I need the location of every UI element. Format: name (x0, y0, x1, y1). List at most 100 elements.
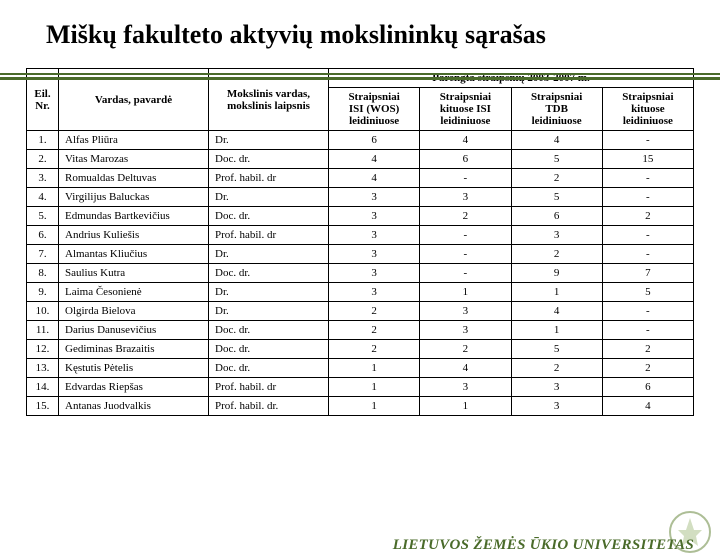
cell-degree: Doc. dr. (209, 207, 329, 226)
cell-value: - (420, 245, 511, 264)
cell-value: 6 (511, 207, 602, 226)
cell-value: 3 (329, 245, 420, 264)
table-row: 1.Alfas PliūraDr.644- (27, 131, 694, 150)
cell-value: 3 (329, 226, 420, 245)
cell-value: 5 (511, 340, 602, 359)
cell-degree: Doc. dr. (209, 150, 329, 169)
cell-value: 1 (329, 359, 420, 378)
cell-nr: 5. (27, 207, 59, 226)
cell-value: - (602, 245, 693, 264)
cell-value: 1 (511, 283, 602, 302)
cell-name: Antanas Juodvalkis (59, 397, 209, 416)
table-row: 13.Kęstutis PėtelisDoc. dr.1422 (27, 359, 694, 378)
table-row: 4.Virgilijus BaluckasDr.335- (27, 188, 694, 207)
cell-name: Saulius Kutra (59, 264, 209, 283)
cell-nr: 8. (27, 264, 59, 283)
cell-value: 6 (602, 378, 693, 397)
cell-value: 5 (511, 188, 602, 207)
cell-value: 6 (420, 150, 511, 169)
cell-value: 3 (329, 264, 420, 283)
table-row: 11.Darius DanusevičiusDoc. dr.231- (27, 321, 694, 340)
page-title: Miškų fakulteto aktyvių mokslininkų sąra… (46, 20, 720, 50)
cell-nr: 15. (27, 397, 59, 416)
cell-value: 3 (329, 207, 420, 226)
cell-name: Edvardas Riepšas (59, 378, 209, 397)
cell-value: 2 (602, 359, 693, 378)
cell-value: 3 (329, 283, 420, 302)
divider (0, 77, 720, 80)
cell-value: 1 (511, 321, 602, 340)
cell-value: 3 (420, 321, 511, 340)
table-row: 9.Laima ČesonienėDr.3115 (27, 283, 694, 302)
cell-degree: Prof. habil. dr (209, 378, 329, 397)
cell-name: Virgilijus Baluckas (59, 188, 209, 207)
cell-degree: Prof. habil. dr (209, 226, 329, 245)
cell-value: 1 (329, 397, 420, 416)
cell-name: Edmundas Bartkevičius (59, 207, 209, 226)
cell-value: 3 (511, 397, 602, 416)
cell-value: 4 (420, 131, 511, 150)
col-isi-wos: Straipsniai ISI (WOS) leidiniuose (329, 88, 420, 131)
cell-nr: 10. (27, 302, 59, 321)
cell-name: Gediminas Brazaitis (59, 340, 209, 359)
cell-nr: 4. (27, 188, 59, 207)
cell-name: Romualdas Deltuvas (59, 169, 209, 188)
cell-value: - (420, 264, 511, 283)
cell-value: - (602, 169, 693, 188)
table-row: 2.Vitas MarozasDoc. dr.46515 (27, 150, 694, 169)
cell-value: 1 (329, 378, 420, 397)
cell-nr: 7. (27, 245, 59, 264)
table-row: 12.Gediminas BrazaitisDoc. dr.2252 (27, 340, 694, 359)
cell-value: 5 (602, 283, 693, 302)
cell-value: 1 (420, 283, 511, 302)
cell-value: - (602, 302, 693, 321)
cell-nr: 11. (27, 321, 59, 340)
cell-value: 2 (511, 245, 602, 264)
cell-value: 9 (511, 264, 602, 283)
cell-value: 4 (329, 150, 420, 169)
cell-degree: Doc. dr. (209, 264, 329, 283)
cell-nr: 6. (27, 226, 59, 245)
cell-name: Kęstutis Pėtelis (59, 359, 209, 378)
table-row: 3.Romualdas DeltuvasProf. habil. dr4-2- (27, 169, 694, 188)
cell-value: 3 (420, 188, 511, 207)
cell-degree: Dr. (209, 188, 329, 207)
col-other: Straipsniai kituose leidiniuose (602, 88, 693, 131)
cell-value: - (602, 131, 693, 150)
cell-degree: Dr. (209, 302, 329, 321)
cell-value: - (602, 226, 693, 245)
cell-nr: 2. (27, 150, 59, 169)
table-row: 10.Olgirda BielovaDr.234- (27, 302, 694, 321)
cell-value: 3 (420, 302, 511, 321)
cell-name: Olgirda Bielova (59, 302, 209, 321)
cell-nr: 9. (27, 283, 59, 302)
cell-value: - (602, 188, 693, 207)
cell-degree: Dr. (209, 245, 329, 264)
cell-value: 2 (329, 340, 420, 359)
cell-value: 2 (602, 207, 693, 226)
cell-value: 2 (420, 207, 511, 226)
table-row: 6.Andrius KuliešisProf. habil. dr3-3- (27, 226, 694, 245)
table-row: 5.Edmundas BartkevičiusDoc. dr.3262 (27, 207, 694, 226)
cell-value: 2 (420, 340, 511, 359)
cell-name: Vitas Marozas (59, 150, 209, 169)
cell-value: 4 (511, 302, 602, 321)
cell-value: - (420, 169, 511, 188)
cell-name: Laima Česonienė (59, 283, 209, 302)
cell-nr: 14. (27, 378, 59, 397)
cell-value: 4 (420, 359, 511, 378)
cell-value: 3 (329, 188, 420, 207)
cell-value: 7 (602, 264, 693, 283)
table-row: 15.Antanas JuodvalkisProf. habil. dr.113… (27, 397, 694, 416)
cell-degree: Prof. habil. dr (209, 169, 329, 188)
cell-value: 2 (329, 321, 420, 340)
cell-value: 2 (329, 302, 420, 321)
cell-degree: Doc. dr. (209, 340, 329, 359)
cell-degree: Dr. (209, 131, 329, 150)
researchers-table: Eil. Nr. Vardas, pavardė Mokslinis varda… (26, 68, 694, 416)
table-row: 14.Edvardas RiepšasProf. habil. dr1336 (27, 378, 694, 397)
cell-value: 4 (602, 397, 693, 416)
table-row: 8.Saulius KutraDoc. dr.3-97 (27, 264, 694, 283)
col-isi-other: Straipsniai kituose ISI leidiniuose (420, 88, 511, 131)
cell-name: Alfas Pliūra (59, 131, 209, 150)
